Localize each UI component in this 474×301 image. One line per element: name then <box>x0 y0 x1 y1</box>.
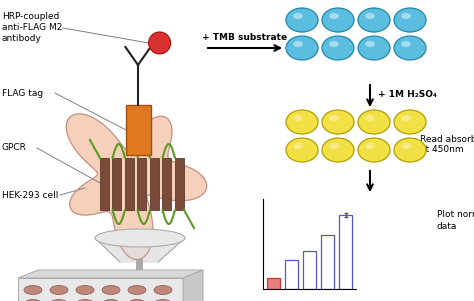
Polygon shape <box>95 238 185 262</box>
Ellipse shape <box>293 115 303 121</box>
Ellipse shape <box>322 138 354 162</box>
Ellipse shape <box>394 36 426 60</box>
Ellipse shape <box>76 299 94 301</box>
Bar <box>284 260 298 289</box>
Ellipse shape <box>322 36 354 60</box>
Ellipse shape <box>358 8 390 32</box>
Polygon shape <box>18 278 183 301</box>
Bar <box>100 158 109 210</box>
Ellipse shape <box>322 8 354 32</box>
Ellipse shape <box>358 138 390 162</box>
Ellipse shape <box>401 115 411 121</box>
Polygon shape <box>18 270 203 278</box>
Ellipse shape <box>394 110 426 134</box>
Text: HRP-coupled
anti-FLAG M2
antibody: HRP-coupled anti-FLAG M2 antibody <box>2 12 63 43</box>
Ellipse shape <box>358 110 390 134</box>
Text: + 1M H₂SO₄: + 1M H₂SO₄ <box>378 90 437 99</box>
Circle shape <box>149 32 171 54</box>
Text: HEK-293 cell: HEK-293 cell <box>2 191 58 200</box>
Ellipse shape <box>50 299 68 301</box>
Bar <box>126 105 151 155</box>
Bar <box>175 158 184 210</box>
Ellipse shape <box>286 110 318 134</box>
Ellipse shape <box>286 8 318 32</box>
Ellipse shape <box>76 286 94 294</box>
Ellipse shape <box>286 36 318 60</box>
Ellipse shape <box>401 143 411 149</box>
Ellipse shape <box>293 143 303 149</box>
Text: GPCR: GPCR <box>2 144 27 153</box>
Ellipse shape <box>102 286 120 294</box>
Ellipse shape <box>358 36 390 60</box>
Bar <box>112 158 121 210</box>
Bar <box>321 235 334 289</box>
Ellipse shape <box>329 143 339 149</box>
Ellipse shape <box>329 13 339 19</box>
Ellipse shape <box>329 115 339 121</box>
Ellipse shape <box>24 286 42 294</box>
Text: Plot normalized
data: Plot normalized data <box>437 210 474 231</box>
Bar <box>339 215 352 289</box>
Ellipse shape <box>154 299 172 301</box>
Ellipse shape <box>293 13 303 19</box>
Text: Read absorbance
at 450nm: Read absorbance at 450nm <box>420 135 474 154</box>
Bar <box>303 251 316 289</box>
Ellipse shape <box>365 115 375 121</box>
Ellipse shape <box>102 299 120 301</box>
Bar <box>137 158 146 210</box>
Ellipse shape <box>365 13 375 19</box>
Polygon shape <box>183 270 203 301</box>
Bar <box>266 278 280 289</box>
Ellipse shape <box>322 110 354 134</box>
Ellipse shape <box>329 41 339 47</box>
Ellipse shape <box>401 41 411 47</box>
Ellipse shape <box>365 143 375 149</box>
Ellipse shape <box>24 299 42 301</box>
Bar <box>125 158 134 210</box>
Ellipse shape <box>286 138 318 162</box>
Polygon shape <box>66 114 207 259</box>
Bar <box>150 158 159 210</box>
Ellipse shape <box>394 138 426 162</box>
Bar <box>163 158 172 210</box>
Text: + TMB substrate: + TMB substrate <box>202 33 288 42</box>
Ellipse shape <box>401 13 411 19</box>
Ellipse shape <box>293 41 303 47</box>
Ellipse shape <box>154 286 172 294</box>
Ellipse shape <box>128 299 146 301</box>
Ellipse shape <box>365 41 375 47</box>
Ellipse shape <box>95 229 185 247</box>
Text: FLAG tag: FLAG tag <box>2 88 43 98</box>
Ellipse shape <box>394 8 426 32</box>
Ellipse shape <box>128 286 146 294</box>
Ellipse shape <box>50 286 68 294</box>
